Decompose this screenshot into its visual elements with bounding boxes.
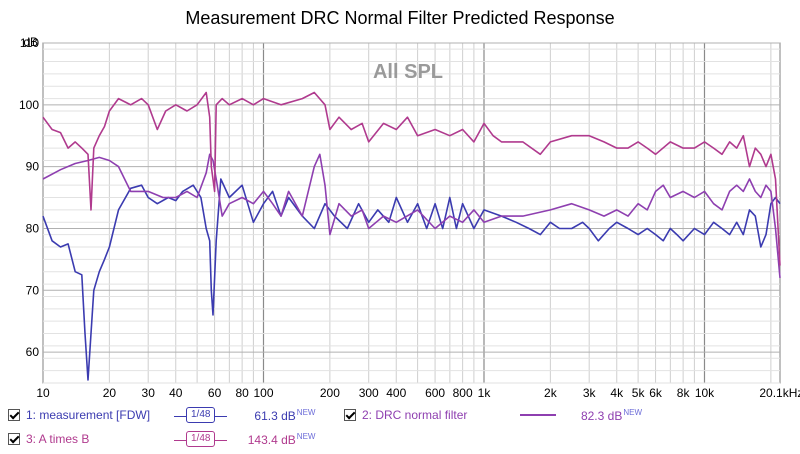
x-tick-label: 800 <box>453 386 473 400</box>
x-tick-label: 10 <box>36 386 50 400</box>
x-tick-label: 60 <box>208 386 222 400</box>
series-line-1 <box>42 178 781 381</box>
x-tick-label: 1k <box>478 386 492 400</box>
legend-value: 82.3 dBNEW <box>580 407 642 423</box>
x-tick-label: 10k <box>695 386 715 400</box>
x-tick-label: 30 <box>142 386 156 400</box>
legend-checkbox[interactable] <box>8 409 20 421</box>
chart-title: Measurement DRC Normal Filter Predicted … <box>185 8 615 28</box>
y-tick-label: 90 <box>26 160 40 174</box>
legend-value: 61.3 dBNEW <box>254 407 316 423</box>
x-tick-label: 8k <box>677 386 691 400</box>
legend: 1: measurement [FDW] 1/48 61.3 dBNEW 2: … <box>0 404 800 452</box>
legend-series-name: 1: measurement [FDW] <box>26 408 151 422</box>
legend-line-swatch <box>520 414 556 416</box>
y-tick-label: 80 <box>26 221 40 235</box>
chart-plot[interactable]: 60 70 80 90 100 110 10 20 30 40 60 80 100 200 300 400 60… <box>0 0 800 404</box>
x-tick-label: 6k <box>649 386 663 400</box>
x-tick-label: 40 <box>169 386 183 400</box>
overlay-label: All SPL <box>373 61 443 83</box>
legend-value: 143.4 dBNEW <box>247 431 316 447</box>
legend-checkbox[interactable] <box>344 409 356 421</box>
y-axis-label: dB <box>23 35 38 49</box>
x-tick-label: 20.1kHz <box>759 386 800 400</box>
smoothing-selector[interactable]: 1/48 <box>173 431 229 447</box>
y-tick-label: 100 <box>19 98 39 112</box>
legend-series-name: 3: A times B <box>26 432 90 446</box>
smoothing-selector[interactable]: 1/48 <box>173 407 229 423</box>
legend-item-measurement[interactable]: 1: measurement [FDW] 1/48 61.3 dBNEW <box>8 406 315 424</box>
x-tick-label: 100 <box>253 386 273 400</box>
legend-series-name: 2: DRC normal filter <box>362 408 468 422</box>
y-tick-label: 60 <box>26 345 40 359</box>
legend-item-drc-filter[interactable]: 2: DRC normal filter 82.3 dBNEW <box>344 406 642 424</box>
series-line-3 <box>42 91 781 266</box>
x-tick-label: 200 <box>320 386 340 400</box>
y-tick-label: 70 <box>26 283 40 297</box>
x-tick-label: 400 <box>386 386 406 400</box>
x-tick-label: 300 <box>359 386 379 400</box>
series-line-2 <box>42 153 781 278</box>
x-tick-label: 600 <box>425 386 445 400</box>
x-tick-label: 2k <box>544 386 558 400</box>
x-tick-label: 80 <box>235 386 249 400</box>
x-tick-label: 3k <box>583 386 597 400</box>
x-tick-label: 20 <box>103 386 117 400</box>
y-tick-label: 110 <box>20 36 39 50</box>
legend-checkbox[interactable] <box>8 433 20 445</box>
legend-item-a-times-b[interactable]: 3: A times B 1/48 143.4 dBNEW <box>8 430 315 448</box>
x-tick-label: 5k <box>632 386 646 400</box>
x-tick-label: 4k <box>610 386 624 400</box>
